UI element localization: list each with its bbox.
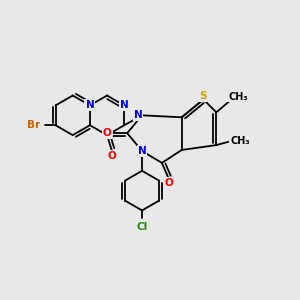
Text: Cl: Cl [136,222,148,232]
Text: S: S [200,91,207,100]
Text: CH₃: CH₃ [230,136,250,146]
Text: O: O [164,178,173,188]
Text: CH₃: CH₃ [228,92,248,101]
Text: N: N [134,110,142,120]
Text: O: O [103,128,112,138]
Text: N: N [85,100,94,110]
Text: N: N [138,146,146,156]
Text: O: O [108,151,116,161]
Text: Br: Br [27,120,40,130]
Text: N: N [120,100,129,110]
